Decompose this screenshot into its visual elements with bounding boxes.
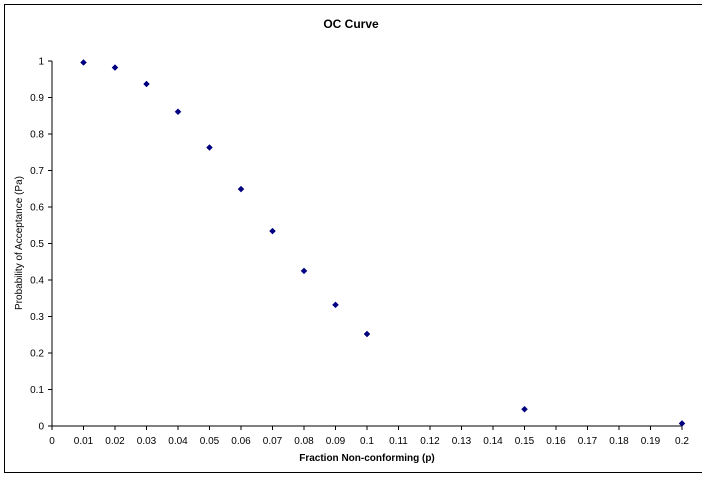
y-tick-label: 0.6 xyxy=(30,203,44,214)
x-tick-label: 0.15 xyxy=(515,436,535,447)
x-tick-label: 0 xyxy=(49,436,55,447)
data-point xyxy=(300,267,308,275)
x-tick-label: 0.02 xyxy=(105,436,125,447)
chart-frame xyxy=(4,4,702,473)
data-point xyxy=(678,420,686,427)
y-tick-label: 0.7 xyxy=(30,166,44,177)
y-tick-label: 0.5 xyxy=(30,239,44,250)
x-tick-label: 0.07 xyxy=(263,436,283,447)
data-point xyxy=(363,330,371,338)
data-point xyxy=(269,227,276,235)
x-tick-label: 0.06 xyxy=(231,436,251,447)
x-tick-label: 0.1 xyxy=(360,436,374,447)
x-tick-label: 0.09 xyxy=(326,436,346,447)
x-tick-label: 0.01 xyxy=(74,436,94,447)
data-point xyxy=(111,64,119,71)
x-tick-label: 0.11 xyxy=(389,436,408,447)
data-point xyxy=(143,80,150,88)
data-point xyxy=(206,144,213,151)
data-point xyxy=(521,405,528,413)
x-tick-label: 0.12 xyxy=(420,436,440,447)
y-tick-label: 0.4 xyxy=(30,276,44,287)
data-point xyxy=(332,301,339,309)
y-tick-label: 0.2 xyxy=(30,349,44,360)
data-point xyxy=(80,59,87,66)
x-tick-label: 0.14 xyxy=(483,436,503,447)
data-point xyxy=(174,108,182,116)
y-tick-label: 0.1 xyxy=(30,385,44,396)
y-tick-label: 0.3 xyxy=(30,312,44,323)
x-tick-label: 0.03 xyxy=(137,436,157,447)
y-tick-label: 1 xyxy=(38,57,44,68)
x-tick-label: 0.19 xyxy=(641,436,661,447)
x-tick-label: 0.04 xyxy=(168,436,188,447)
data-point xyxy=(237,185,245,193)
x-tick-label: 0.08 xyxy=(294,436,314,447)
y-tick-label: 0.8 xyxy=(30,130,44,141)
x-tick-label: 0.17 xyxy=(578,436,598,447)
y-tick-label: 0 xyxy=(38,422,44,433)
x-tick-label: 0.18 xyxy=(609,436,629,447)
chart-title: OC Curve xyxy=(323,17,379,31)
x-tick-label: 0.05 xyxy=(200,436,220,447)
x-axis-label: Fraction Non-conforming (p) xyxy=(299,453,435,464)
x-tick-label: 0.16 xyxy=(546,436,566,447)
x-tick-label: 0.2 xyxy=(675,436,689,447)
y-tick-label: 0.9 xyxy=(30,93,44,104)
x-tick-label: 0.13 xyxy=(452,436,472,447)
